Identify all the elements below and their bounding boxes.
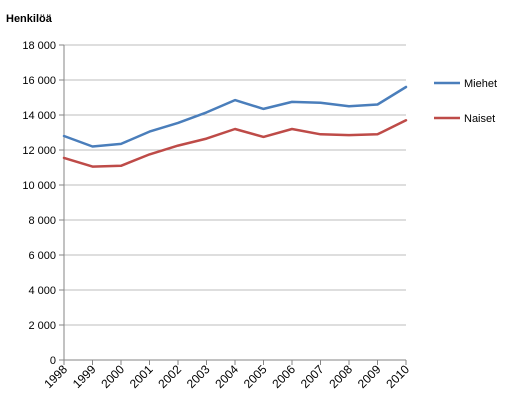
x-tick-label: 2004: [212, 362, 241, 391]
x-tick-label: 2007: [298, 362, 327, 391]
y-axis-label: Henkilöä: [6, 13, 53, 25]
x-tick-label: 1998: [41, 362, 70, 391]
y-tick-label: 14 000: [22, 110, 56, 122]
gridlines: [64, 44, 406, 326]
legend-label: Miehet: [464, 78, 497, 90]
y-tick-label: 0: [50, 355, 56, 367]
y-tick-label: 16 000: [22, 75, 56, 87]
x-tick-label: 2008: [326, 362, 355, 391]
x-tick-label: 2001: [127, 362, 156, 391]
y-tick-label: 6 000: [28, 250, 56, 262]
x-tick-label: 2010: [383, 362, 412, 391]
x-tick-labels: 1998 1999 2000 2001 2002 2003 2004 2005 2006 2007…: [41, 362, 412, 391]
y-tick-label: 4 000: [28, 285, 56, 297]
y-tick-label: 10 000: [22, 180, 56, 192]
legend: Miehet Naiset: [434, 78, 497, 125]
x-tick-label: 2000: [98, 362, 127, 391]
series-line-miehet: [62, 85, 408, 148]
x-tick-label: 2002: [155, 362, 184, 391]
y-tick-label: 8 000: [28, 215, 56, 227]
x-tick-label: 2003: [184, 362, 213, 391]
y-tick-label: 2 000: [28, 320, 56, 332]
y-tick-labels: 0 2 000 4 000 6 000 8 000 10 000 12 000 14 000 1…: [22, 40, 56, 367]
series-line-naiset: [62, 119, 408, 168]
y-tick-label: 12 000: [22, 145, 56, 157]
x-tick-label: 2009: [355, 362, 384, 391]
x-tick-label: 1999: [70, 362, 99, 391]
series-lines: [62, 85, 408, 168]
x-tick-label: 2006: [269, 362, 298, 391]
y-tick-label: 18 000: [22, 40, 56, 52]
axes: [59, 44, 407, 365]
x-tick-label: 2005: [241, 362, 270, 391]
legend-label: Naiset: [464, 113, 495, 125]
